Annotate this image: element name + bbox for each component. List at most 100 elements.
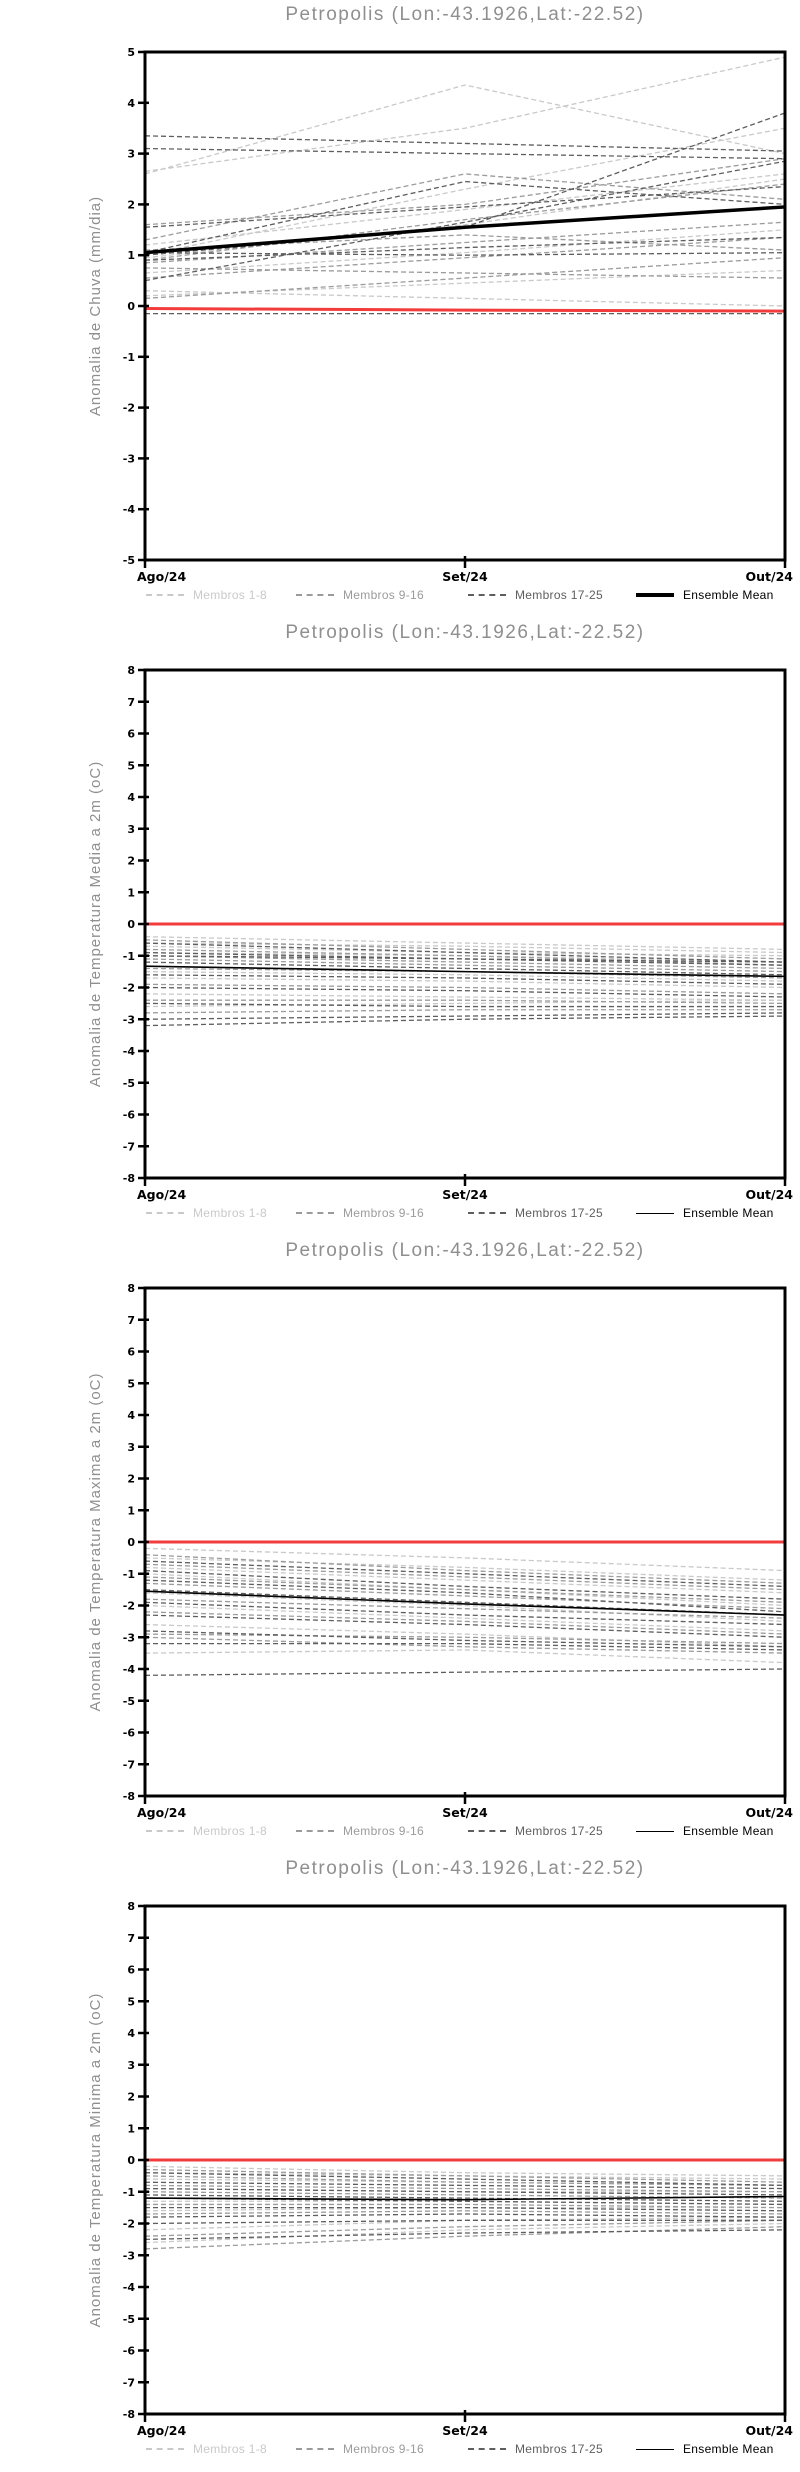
member-line [144,983,786,995]
member-line [144,2184,786,2193]
zero-reference-line [144,307,786,313]
member-line [144,1560,786,1588]
chart-max-temperature-anomaly: Petropolis (Lon:-43.1926,Lat:-22.52) -8-… [0,1236,800,1854]
y-tick-label: 7 [127,1314,135,1327]
y-tick-label: 8 [127,664,135,677]
y-tick-label: 3 [127,2059,135,2072]
member-line [144,158,786,226]
y-tick-label: 4 [127,2027,135,2040]
y-tick-label: -2 [123,402,135,415]
member-line [144,958,786,973]
chart-rain-anomaly: Petropolis (Lon:-43.1926,Lat:-22.52) -5 -… [0,0,800,618]
member-line [145,2206,786,2212]
member-line [144,1598,786,1619]
ensemble-mean-line [144,1590,786,1616]
y-tick-label: -7 [123,1140,135,1153]
x-tick-label: Out/24 [746,1805,794,1820]
member-line [144,1579,786,1613]
member-line [144,1649,786,1664]
member-line [144,1566,786,1594]
member-line [145,999,786,1005]
y-axis-label: Anomalia de Chuva (mm/dia) [87,196,104,416]
member-line [144,1009,785,1014]
y-tick-label: -2 [123,982,135,995]
y-tick-label: 5 [127,759,135,772]
member-line [144,1630,786,1648]
member-line [144,961,786,976]
member-line [144,290,786,307]
y-tick-label: -4 [123,2281,136,2294]
y-tick-label: -7 [123,2376,135,2389]
y-tick-label: 3 [127,148,135,161]
y-tick-label: 4 [127,1409,135,1422]
chart-canvas-min-temp: -8 -7 -6 -5 -4 -3 -2 -1 0 1 2 3 4 5 6 7 8 Ago/24 Set/24 Out… [87,1900,793,2438]
y-tick-label: -4 [123,503,136,516]
member-line [144,1569,786,1600]
chart-title: Petropolis (Lon:-43.1926,Lat:-22.52) [285,4,645,25]
x-tick-label: Set/24 [442,569,488,584]
x-tick-label: Ago/24 [137,569,186,584]
y-tick-label: 3 [127,1441,135,1454]
member-line [144,1563,786,1591]
member-line [144,2210,786,2215]
y-tick-label: -5 [123,1695,135,1708]
y-tick-label: 5 [127,1995,135,2008]
y-tick-label: 2 [127,855,135,868]
y-tick-label: 7 [127,696,135,709]
y-tick-label: 0 [127,300,135,313]
member-line [144,236,786,261]
member-line [144,1636,786,1654]
y-tick-label: 4 [127,97,135,110]
member-line [144,999,786,1008]
member-line [144,948,786,966]
y-tick-label: -4 [123,1045,136,1058]
x-tick-label: Set/24 [442,1805,488,1820]
member-line [144,2191,786,2199]
member-line [144,1002,785,1008]
member-line [144,56,786,173]
member-line [144,2229,786,2241]
y-tick-label: -5 [123,554,135,567]
y-axis-label: Anomalia de Temperatura Maxima a 2m (oC) [87,1372,104,1711]
chart-title: Petropolis (Lon:-43.1926,Lat:-22.52) [285,1240,645,1261]
x-tick-label: Set/24 [442,2423,488,2438]
member-line [144,267,786,279]
member-line [144,955,786,970]
y-tick-label: -5 [123,2313,135,2326]
x-tick-label: Ago/24 [137,1187,186,1202]
y-axis-label: Anomalia de Temperatura Minima a 2m (oC) [87,1993,104,2328]
member-line [144,173,786,246]
member-line [144,2194,786,2202]
y-tick-label: -5 [123,1077,135,1090]
y-tick-label: 2 [127,198,135,211]
y-tick-label: 5 [127,1377,135,1390]
member-line [144,1012,786,1020]
y-tick-label: 7 [127,1932,135,1945]
y-tick-label: 4 [127,791,135,804]
member-line [144,970,786,982]
y-tick-label: 3 [127,823,135,836]
member-line [144,183,786,261]
y-tick-label: -6 [123,2345,136,2358]
member-line [144,252,786,256]
y-tick-label: -3 [123,1013,135,1026]
y-tick-label: -6 [123,1727,136,1740]
member-line [144,160,786,282]
member-line [144,1554,786,1584]
member-line [144,1614,786,1638]
member-line [144,2226,786,2250]
chart-title: Petropolis (Lon:-43.1926,Lat:-22.52) [285,622,645,643]
member-line [144,1588,786,1616]
ensemble-mean-line [144,205,786,255]
member-line [144,147,786,160]
member-line [144,1601,786,1626]
member-line [144,955,786,963]
member-line [144,986,786,998]
chart-canvas-rain: -5 -4 -3 -2 -1 0 1 2 3 4 5 Ago/24 Set/24 Out/24 Anomal… [87,46,793,584]
x-tick-label: Ago/24 [137,2423,186,2438]
y-tick-label: 6 [127,1346,135,1359]
chart-canvas-max-temp: -8 -7 -6 -5 -4 -3 -2 -1 0 1 2 3 4 5 6 7 8 Ago/24 Set/24 Out… [87,1282,794,1820]
member-line [144,1611,786,1635]
member-line [144,2219,786,2237]
